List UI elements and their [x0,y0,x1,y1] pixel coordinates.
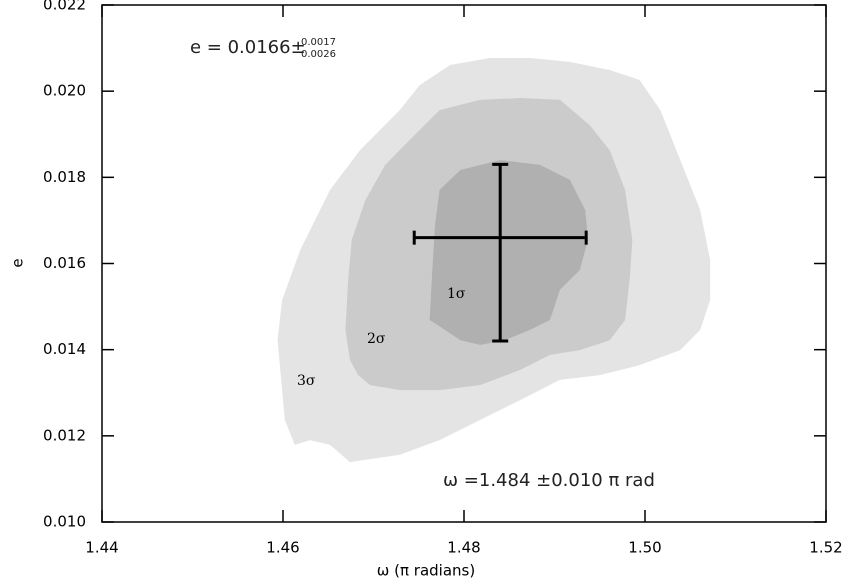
x-tick-label: 1.46 [266,539,299,557]
x-axis-label: ω (π radians) [377,562,475,580]
contour-label: 1σ [447,286,466,302]
annotation-e: e = 0.0166± [190,37,306,58]
annotation-omega: ω =1.484 ±0.010 π rad [443,470,655,491]
y-tick-label: 0.018 [43,168,86,186]
y-tick-label: 0.022 [43,0,86,14]
y-tick-label: 0.012 [43,426,86,444]
contour-label: 3σ [297,373,316,389]
x-tick-label: 1.44 [85,539,118,557]
annotation-e-upper: 0.0017 [301,37,336,48]
y-tick-label: 0.010 [43,513,86,531]
annotation-e-lower: 0.0026 [301,49,336,60]
y-tick-label: 0.016 [43,254,86,272]
y-axis-label: e [9,258,27,267]
contour-label: 2σ [367,331,386,347]
x-tick-label: 1.48 [447,539,480,557]
y-tick-label: 0.020 [43,82,86,100]
y-tick-label: 0.014 [43,340,86,358]
x-tick-label: 1.50 [628,539,661,557]
contour-region [429,160,588,345]
x-tick-label: 1.52 [809,539,842,557]
